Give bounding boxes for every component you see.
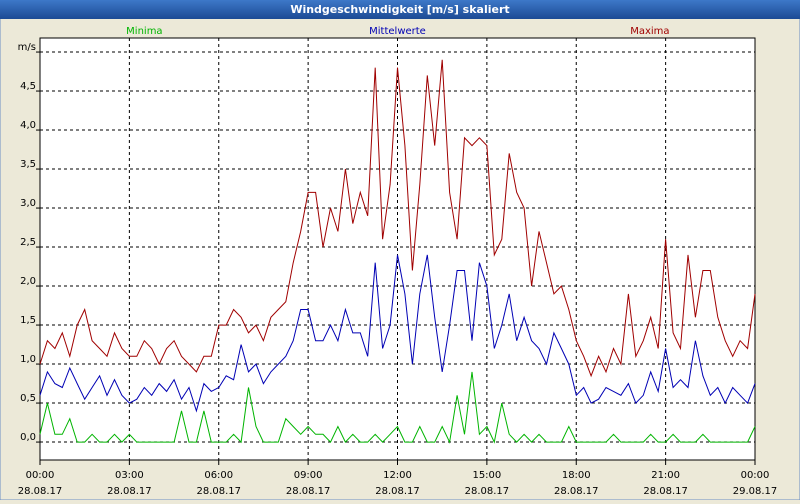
y-tick-label: 0,5 (20, 393, 36, 404)
x-tick-label: 28.08.17 (107, 486, 152, 497)
x-tick-label: 28.08.17 (196, 486, 241, 497)
legend-label: Mittelwerte (369, 26, 426, 37)
labels: 0,0 0,5 1,0 1,5 2,0 2,5 3,0 3,5 4,0 4,5 m/s 00:00 28… (18, 26, 778, 497)
grid (36, 38, 756, 465)
y-tick-label: 0,0 (20, 432, 36, 443)
legend-label: Minima (126, 26, 162, 37)
lines (39, 59, 756, 444)
x-tick-label: 21:00 (651, 470, 680, 481)
legend-label: Maxima (630, 26, 669, 37)
x-tick-label: 28.08.17 (18, 486, 63, 497)
x-tick-label: 18:00 (562, 470, 591, 481)
y-tick-label: 2,5 (20, 237, 36, 248)
y-tick-label: 1,5 (20, 315, 36, 326)
y-tick-label: 3,0 (20, 198, 36, 209)
y-tick-label: 4,0 (20, 120, 36, 131)
y-tick-label: 2,0 (20, 276, 36, 287)
y-tick-label: 4,5 (20, 81, 36, 92)
x-tick-label: 03:00 (115, 470, 144, 481)
x-tick-label: 28.08.17 (643, 486, 688, 497)
x-tick-label: 28.08.17 (465, 486, 510, 497)
x-tick-label: 15:00 (472, 470, 501, 481)
series-line (39, 59, 756, 378)
x-tick-label: 00:00 (26, 470, 55, 481)
x-tick-label: 28.08.17 (286, 486, 331, 497)
series-line (39, 371, 756, 444)
x-tick-label: 00:00 (741, 470, 770, 481)
y-tick-label: 3,5 (20, 159, 36, 170)
x-tick-label: 29.08.17 (733, 486, 778, 497)
x-tick-label: 28.08.17 (375, 486, 420, 497)
x-tick-label: 12:00 (383, 470, 412, 481)
y-tick-label: 1,0 (20, 354, 36, 365)
title-bar (0, 0, 800, 19)
x-tick-label: 06:00 (204, 470, 233, 481)
x-tick-label: 09:00 (294, 470, 323, 481)
chart-title: Windgeschwindigkeit [m/s] skaliert (290, 3, 509, 16)
series-line (39, 254, 756, 413)
x-tick-label: 28.08.17 (554, 486, 599, 497)
y-tick-label: m/s (18, 42, 36, 53)
